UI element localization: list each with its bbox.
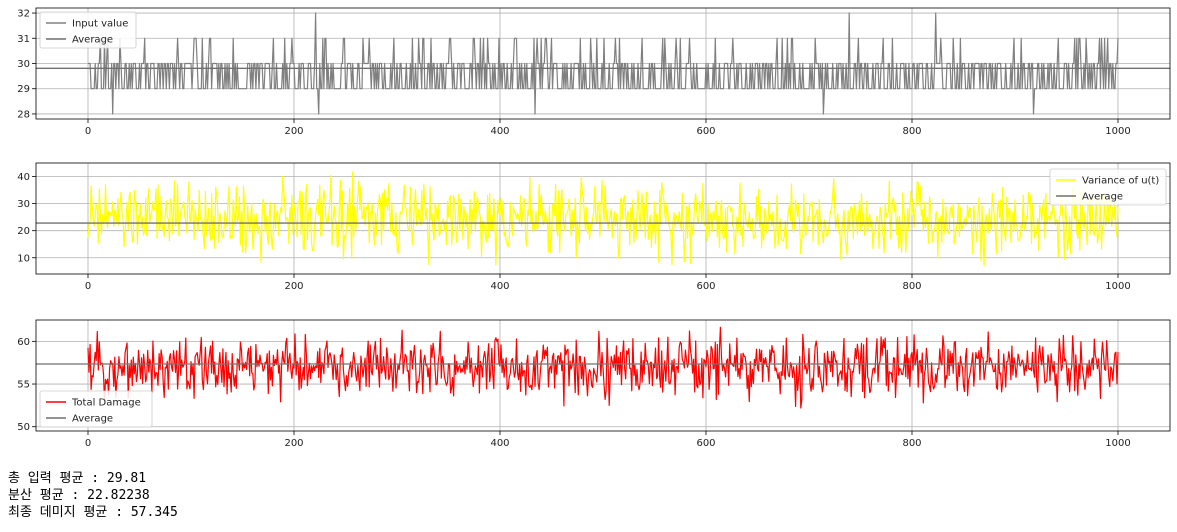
- y-tick-label: 30: [17, 199, 30, 210]
- x-tick-label: 600: [696, 126, 715, 137]
- subplot-2: 0 200 400 600 800 1000 10 20 30 40 Variance of u(t…: [17, 162, 1171, 292]
- x-tick-label: 1000: [1105, 281, 1130, 292]
- y-tick-label: 31: [17, 34, 30, 45]
- summary-damage-average: 최종 데미지 평균 : 57.345: [8, 505, 178, 520]
- x-tick-label: 800: [902, 438, 921, 449]
- x-tick-label: 0: [85, 438, 91, 449]
- x-tick-label: 600: [696, 281, 715, 292]
- x-tick-label: 200: [284, 126, 303, 137]
- x-tick-label: 0: [85, 126, 91, 137]
- subplot-1: 0 200 400 600 800 1000 28 29 30 31 32 Input value Av…: [17, 7, 1171, 137]
- y-tick-label: 10: [17, 253, 30, 264]
- x-tick-label: 400: [490, 438, 509, 449]
- y-tick-label: 20: [17, 226, 30, 237]
- x-tick-label: 1000: [1105, 126, 1130, 137]
- legend-label: Variance of u(t): [1082, 176, 1159, 187]
- x-tick-label: 600: [696, 438, 715, 449]
- x-tick-label: 800: [902, 281, 921, 292]
- y-tick-label: 60: [17, 337, 30, 348]
- legend: Variance of u(t) Average: [1049, 168, 1167, 206]
- x-tick-label: 400: [490, 126, 509, 137]
- y-tick-label: 50: [17, 422, 30, 433]
- x-tick-label: 400: [490, 281, 509, 292]
- summary-input-average: 총 입력 평균 : 29.81: [8, 471, 147, 486]
- plot-frame: [35, 7, 1171, 120]
- legend-label: Average: [72, 35, 113, 46]
- series-line: [87, 171, 1119, 267]
- summary-output: 총 입력 평균 : 29.81 분산 평균 : 22.82238 최종 데미지 …: [8, 470, 178, 521]
- series-line: [87, 326, 1119, 409]
- legend-label: Average: [72, 414, 113, 425]
- y-tick-label: 32: [17, 9, 30, 20]
- legend: Input value Average: [39, 11, 137, 49]
- legend-box: [39, 390, 153, 428]
- legend-label: Input value: [72, 19, 128, 30]
- x-tick-label: 200: [284, 438, 303, 449]
- legend-label: Total Damage: [71, 398, 141, 409]
- x-tick-label: 1000: [1105, 438, 1130, 449]
- x-tick-label: 800: [902, 126, 921, 137]
- series-line: [88, 12, 1119, 115]
- y-tick-label: 30: [17, 59, 30, 70]
- plot-frame: [35, 319, 1171, 432]
- subplot-3: 0 200 400 600 800 1000 50 55 60 Total Damage Avera…: [17, 319, 1171, 449]
- y-tick-label: 55: [17, 380, 30, 391]
- x-tick-label: 200: [284, 281, 303, 292]
- legend: Total Damage Average: [39, 390, 153, 428]
- y-tick-label: 28: [17, 109, 30, 120]
- summary-variance-average: 분산 평균 : 22.82238: [8, 488, 150, 503]
- plot-frame: [35, 162, 1171, 275]
- y-tick-label: 40: [17, 172, 30, 183]
- legend-label: Average: [1082, 192, 1123, 203]
- legend-box: [1049, 168, 1167, 206]
- y-tick-label: 29: [17, 84, 30, 95]
- x-tick-label: 0: [85, 281, 91, 292]
